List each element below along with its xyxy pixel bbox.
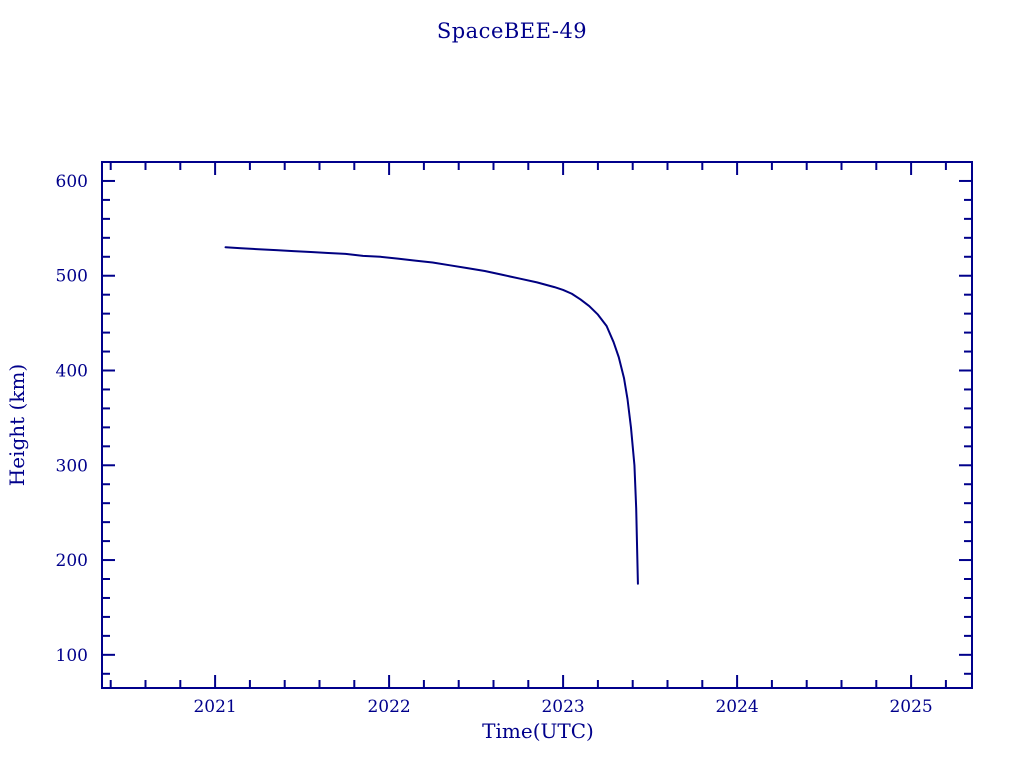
y-tick-label: 300 (56, 456, 88, 476)
y-axis-tick-labels: 100 200 300 400 500 600 (56, 172, 88, 666)
x-axis-title: Time(UTC) (482, 719, 594, 743)
y-axis-title: Height (km) (5, 364, 29, 486)
y-tick-label: 200 (56, 551, 88, 571)
chart-title: SpaceBEE-49 (437, 19, 587, 43)
x-tick-label: 2025 (889, 697, 932, 717)
x-tick-label: 2023 (541, 697, 584, 717)
x-tick-label: 2022 (367, 697, 410, 717)
y-tick-label: 400 (56, 362, 88, 382)
y-tick-label: 600 (56, 172, 88, 192)
x-tick-label: 2021 (193, 697, 236, 717)
y-tick-label: 100 (56, 646, 88, 666)
x-tick-label: 2024 (715, 697, 758, 717)
y-axis-ticks (102, 161, 972, 675)
plot-frame (101, 161, 973, 689)
x-axis-ticks (109, 162, 947, 688)
data-series-line (224, 246, 639, 585)
y-tick-label: 500 (56, 267, 88, 287)
x-axis-tick-labels: 2021 2022 2023 2024 2025 (193, 697, 932, 717)
